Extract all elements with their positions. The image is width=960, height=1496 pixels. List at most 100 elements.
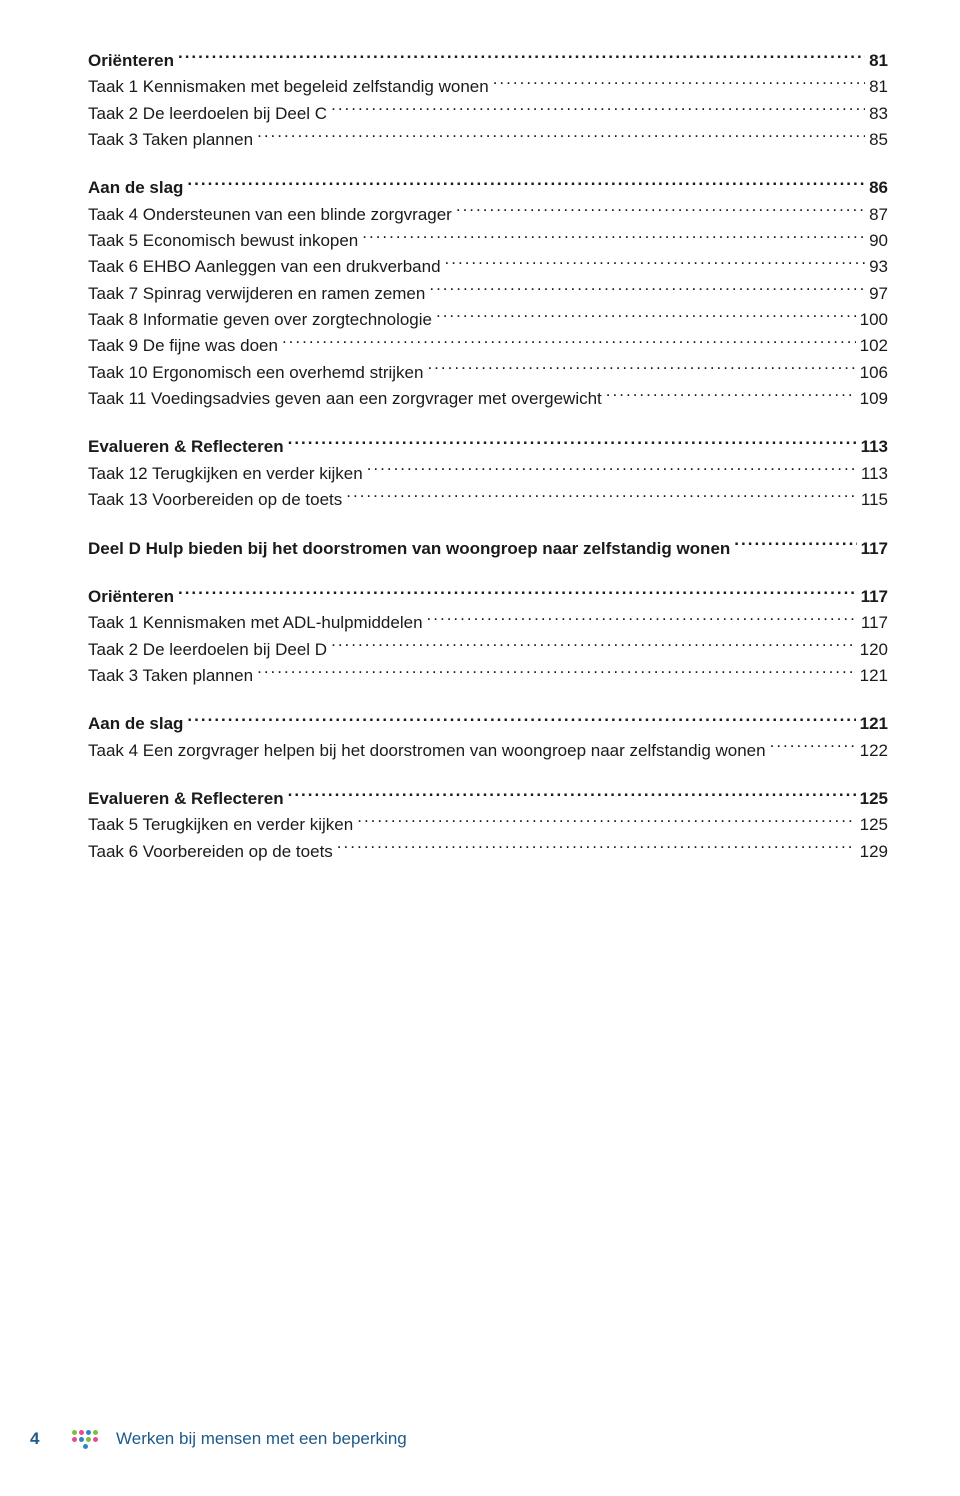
page-footer: 4 Werken bij mensen met een beperking [0, 1426, 960, 1452]
toc-line: Taak 1 Kennismaken met ADL-hulpmiddelen 1… [88, 610, 888, 636]
toc-line: Taak 5 Terugkijken en verder kijken 125 [88, 812, 888, 838]
logo-dot [72, 1430, 77, 1435]
toc-page: 87 [869, 202, 888, 228]
toc-label: Taak 4 Een zorgvrager helpen bij het doo… [88, 738, 766, 764]
toc-spacer [88, 562, 888, 584]
toc-page: 122 [860, 738, 888, 764]
footer-title: Werken bij mensen met een beperking [116, 1429, 407, 1449]
toc-page: 117 [861, 584, 888, 610]
toc-page: 81 [869, 48, 888, 74]
toc-page: 121 [860, 663, 888, 689]
toc-page: 117 [861, 536, 888, 562]
toc-leader [178, 49, 865, 66]
toc-page: 81 [869, 74, 888, 100]
toc-leader [436, 308, 856, 325]
toc-line: Taak 12 Terugkijken en verder kijken 113 [88, 461, 888, 487]
toc-page: 83 [869, 101, 888, 127]
toc-leader [337, 840, 856, 857]
toc-line: Evalueren & Reflecteren 125 [88, 786, 888, 812]
toc-label: Evalueren & Reflecteren [88, 786, 284, 812]
toc-page: 97 [869, 281, 888, 307]
toc-line: Taak 13 Voorbereiden op de toets 115 [88, 487, 888, 513]
toc-leader [445, 255, 866, 272]
logo-dot [79, 1437, 84, 1442]
toc-line: Taak 2 De leerdoelen bij Deel C 83 [88, 101, 888, 127]
toc-label: Aan de slag [88, 175, 183, 201]
toc-leader [346, 488, 857, 505]
toc-page: 117 [861, 610, 888, 636]
toc-page: 113 [861, 434, 888, 460]
toc-spacer [88, 689, 888, 711]
toc-page: 85 [869, 127, 888, 153]
toc-line: Aan de slag121 [88, 711, 888, 737]
toc-label: Taak 2 De leerdoelen bij Deel C [88, 101, 327, 127]
toc-spacer [88, 514, 888, 536]
toc-spacer [88, 153, 888, 175]
toc-label: Deel D Hulp bieden bij het doorstromen v… [88, 536, 730, 562]
toc-leader [257, 128, 865, 145]
logo-dot [86, 1430, 91, 1435]
toc-leader [282, 334, 856, 351]
toc-line: Aan de slag86 [88, 175, 888, 201]
toc-page: 125 [860, 812, 888, 838]
toc-line: Taak 1 Kennismaken met begeleid zelfstan… [88, 74, 888, 100]
toc-leader [331, 638, 856, 655]
toc-page: 125 [860, 786, 888, 812]
toc-line: Taak 4 Ondersteunen van een blinde zorgv… [88, 202, 888, 228]
toc-line: Taak 8 Informatie geven over zorgtechnol… [88, 307, 888, 333]
toc-leader [427, 611, 857, 628]
toc-label: Evalueren & Reflecteren [88, 434, 284, 460]
toc-label: Taak 5 Economisch bewust inkopen [88, 228, 358, 254]
toc-label: Aan de slag [88, 711, 183, 737]
toc-label: Taak 2 De leerdoelen bij Deel D [88, 637, 327, 663]
toc-line: Taak 4 Een zorgvrager helpen bij het doo… [88, 738, 888, 764]
toc-leader [734, 537, 856, 554]
toc-page: 93 [869, 254, 888, 280]
toc-label: Taak 1 Kennismaken met ADL-hulpmiddelen [88, 610, 423, 636]
toc-line: Taak 6 Voorbereiden op de toets129 [88, 839, 888, 865]
toc-label: Taak 6 Voorbereiden op de toets [88, 839, 333, 865]
toc-page: 109 [860, 386, 888, 412]
toc-line: Evalueren & Reflecteren 113 [88, 434, 888, 460]
toc-line: Taak 11 Voedingsadvies geven aan een zor… [88, 386, 888, 412]
toc-leader [178, 585, 857, 602]
toc-leader [357, 813, 855, 830]
logo-dot [86, 1437, 91, 1442]
table-of-contents: Oriënteren81Taak 1 Kennismaken met begel… [0, 0, 960, 865]
toc-page: 113 [861, 461, 888, 487]
toc-label: Taak 13 Voorbereiden op de toets [88, 487, 342, 513]
toc-label: Taak 5 Terugkijken en verder kijken [88, 812, 353, 838]
toc-page: 120 [860, 637, 888, 663]
toc-label: Taak 7 Spinrag verwijderen en ramen zeme… [88, 281, 425, 307]
toc-label: Taak 8 Informatie geven over zorgtechnol… [88, 307, 432, 333]
toc-line: Oriënteren117 [88, 584, 888, 610]
toc-label: Taak 1 Kennismaken met begeleid zelfstan… [88, 74, 489, 100]
toc-page: 102 [860, 333, 888, 359]
toc-label: Taak 3 Taken plannen [88, 127, 253, 153]
toc-line: Taak 2 De leerdoelen bij Deel D 120 [88, 637, 888, 663]
toc-label: Taak 12 Terugkijken en verder kijken [88, 461, 363, 487]
toc-leader [187, 176, 865, 193]
toc-line: Taak 3 Taken plannen 85 [88, 127, 888, 153]
logo-dot [93, 1430, 98, 1435]
logo-dot [93, 1437, 98, 1442]
toc-page: 115 [861, 487, 888, 513]
toc-leader [456, 203, 865, 220]
toc-label: Taak 9 De fijne was doen [88, 333, 278, 359]
toc-leader [362, 229, 865, 246]
toc-page: 100 [860, 307, 888, 333]
toc-label: Taak 3 Taken plannen [88, 663, 253, 689]
page-number: 4 [30, 1429, 54, 1449]
toc-leader [187, 712, 855, 729]
toc-line: Deel D Hulp bieden bij het doorstromen v… [88, 536, 888, 562]
toc-line: Taak 9 De fijne was doen 102 [88, 333, 888, 359]
toc-line: Taak 3 Taken plannen 121 [88, 663, 888, 689]
toc-leader [288, 787, 856, 804]
logo-dot [72, 1437, 77, 1442]
toc-line: Taak 6 EHBO Aanleggen van een drukverban… [88, 254, 888, 280]
toc-label: Taak 10 Ergonomisch een overhemd strijke… [88, 360, 423, 386]
toc-label: Taak 4 Ondersteunen van een blinde zorgv… [88, 202, 452, 228]
toc-spacer [88, 412, 888, 434]
logo-dot [79, 1430, 84, 1435]
toc-leader [770, 739, 856, 756]
